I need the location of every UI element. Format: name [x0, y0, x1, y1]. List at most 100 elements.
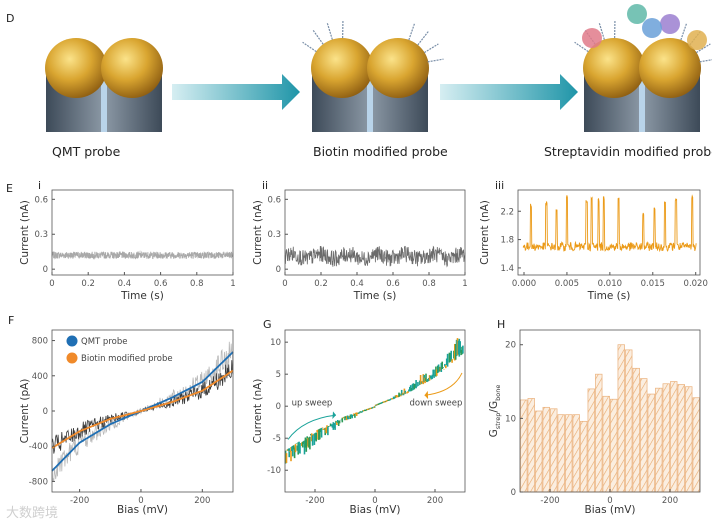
bar [527, 398, 535, 493]
legend-marker [66, 352, 78, 364]
caption-biotin-probe: Biotin modified probe [313, 144, 448, 159]
plot-area [522, 194, 697, 253]
chart-g: up sweep down sweep -200 0 200 -10 -5 0 5 10 Bias … [252, 329, 466, 516]
y-tick-label: 0 [276, 402, 281, 412]
axes-frame [51, 189, 234, 276]
x-tick-label: 0.2 [81, 279, 95, 289]
panel-label-ei: i [38, 179, 41, 192]
plot-area [51, 341, 234, 482]
annotation-up-sweep: up sweep [292, 399, 333, 409]
bar [662, 383, 670, 493]
trace-line [284, 245, 466, 268]
y-tick-label: 0.6 [267, 195, 281, 205]
plot-area [520, 344, 700, 493]
caption-qmt-probe: QMT probe [52, 144, 121, 159]
arrow-right-icon [172, 74, 300, 110]
y-tick-label: 0 [276, 265, 281, 275]
trace-line [522, 194, 697, 253]
y-tick-label: -400 [29, 442, 48, 452]
gold-electrode-left [583, 38, 645, 98]
biotin-linker [696, 43, 711, 54]
legend-label: Biotin modified probe [81, 354, 173, 364]
x-tick-label: 1 [230, 279, 235, 289]
x-tick-label: -200 [70, 496, 89, 506]
bar [595, 373, 603, 493]
y-tick-label: 0 [511, 488, 516, 498]
y-tick-label: -800 [29, 477, 48, 487]
probe-gap [367, 70, 373, 132]
x-axis-label: Bias (mV) [585, 504, 636, 516]
probe-illustration [45, 38, 163, 132]
bar [520, 399, 528, 493]
y-tick-label: 0 [43, 407, 48, 417]
streptavidin-protein [642, 18, 662, 38]
panel-label-g: G [263, 318, 272, 331]
y-tick-label: 10 [270, 338, 281, 348]
gold-electrode-right [367, 38, 429, 98]
y-tick-label: 400 [32, 372, 48, 382]
y-tick-label: 1.8 [500, 236, 514, 246]
bar [647, 393, 655, 493]
x-tick-label: 0.6 [154, 279, 168, 289]
y-tick-label: 20 [505, 341, 516, 351]
biotin-linker [312, 29, 324, 45]
x-tick-label: 0.2 [314, 279, 328, 289]
fit-curve-biotin-modified-probe [51, 369, 234, 449]
bar [602, 395, 610, 493]
gold-electrode-right [101, 38, 163, 98]
x-tick-label: 0.6 [386, 279, 400, 289]
biotin-linker [424, 43, 439, 54]
y-tick-label: 0.3 [267, 230, 281, 240]
bar [677, 384, 685, 493]
trace-line [51, 250, 234, 260]
x-tick-label: 0.8 [190, 279, 204, 289]
x-tick-label: 200 [427, 496, 443, 506]
y-axis-label: Gstrep/Gbone [488, 385, 502, 438]
probe-gap [639, 70, 645, 132]
x-tick-label: 0 [282, 279, 287, 289]
y-axis-label: Current (nA) [479, 200, 491, 265]
panel-label-e: E [6, 182, 13, 195]
x-tick-label: 0.010 [598, 279, 622, 289]
bar [685, 386, 693, 493]
bar [640, 378, 648, 493]
panel-label-eii: ii [262, 179, 268, 192]
caption-streptavidin-probe: Streptavidin modified probe [544, 144, 712, 159]
bar [587, 388, 595, 493]
axes-frame [284, 329, 466, 493]
panel-label-f: F [8, 314, 14, 327]
y-tick-label: 1.4 [500, 264, 514, 274]
x-tick-label: -200 [540, 496, 559, 506]
x-tick-label: 1 [462, 279, 467, 289]
plot-area [284, 245, 466, 268]
x-axis-label: Time (s) [587, 290, 631, 302]
y-axis-label: Current (nA) [252, 379, 264, 444]
biotin-linker [699, 59, 712, 63]
x-tick-label: 0.4 [350, 279, 364, 289]
y-tick-label: -10 [267, 466, 281, 476]
gold-electrode-left [45, 38, 107, 98]
y-axis-label-part: /G [488, 401, 500, 413]
x-axis-label: Time (s) [353, 290, 397, 302]
axes-frame [517, 189, 701, 276]
arrow-right-icon [440, 74, 578, 110]
biotin-linker [326, 22, 333, 40]
x-tick-label: 0 [607, 496, 612, 506]
axes-frame [284, 189, 466, 276]
bar [565, 414, 573, 493]
x-tick-label: 0.4 [118, 279, 132, 289]
probe-illustration [302, 19, 444, 132]
biotin-linker [302, 41, 317, 53]
x-tick-label: 0.020 [684, 279, 708, 289]
streptavidin-protein [627, 4, 647, 24]
x-axis-label: Bias (mV) [117, 504, 168, 516]
panel-label-eiii: iii [495, 179, 504, 192]
x-axis-label: Time (s) [120, 290, 164, 302]
biotin-linker [680, 22, 688, 41]
y-axis-label-part: G [488, 429, 500, 437]
streptavidin-protein [582, 28, 602, 48]
bar [670, 381, 678, 493]
